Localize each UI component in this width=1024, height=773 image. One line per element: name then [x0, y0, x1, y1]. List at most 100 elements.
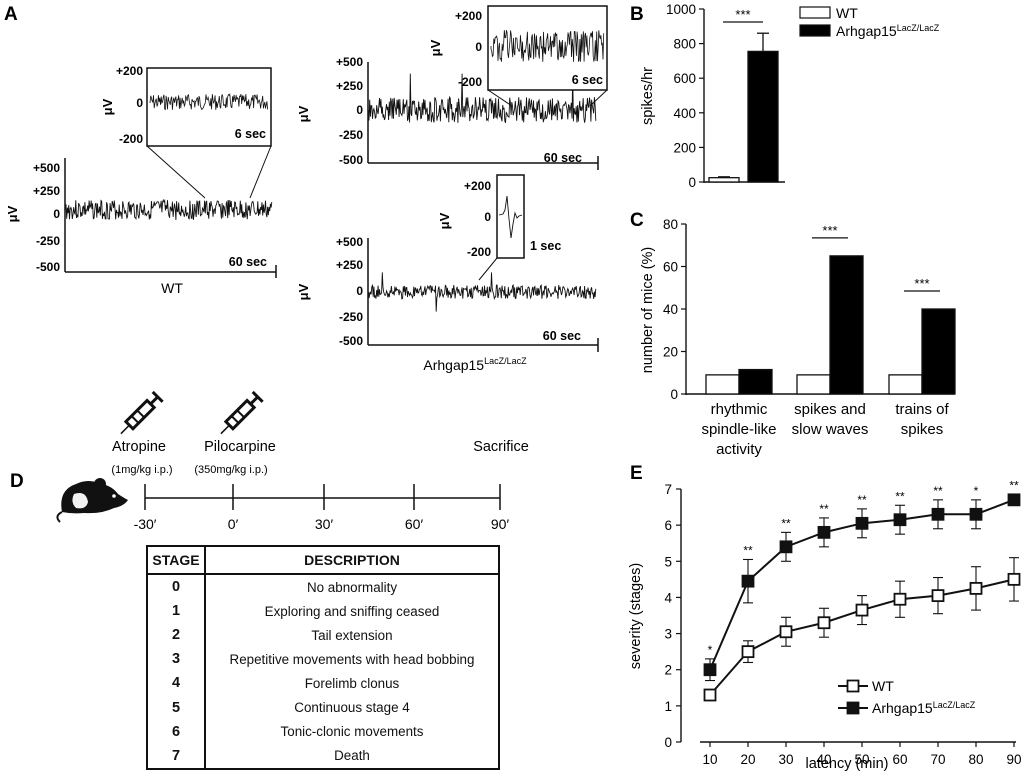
e-x-axis-label: latency (min) [806, 756, 889, 772]
event-atropine-dose: (1mg/kg i.p.) [111, 464, 172, 476]
stage-description: Tonic-clonic movements [280, 724, 424, 740]
ko-bottom-tick-m250: -250 [339, 310, 363, 324]
timeline-tick-label: -30′ [134, 516, 157, 532]
ko-top-tick-p500: +500 [336, 55, 363, 69]
ko-bottom-inset-time: 1 sec [530, 239, 561, 253]
ko-top-inset-time: 6 sec [572, 73, 603, 87]
ko-top-inset-tick-p200: +200 [455, 9, 482, 23]
ko-bottom-tick-m500: -500 [339, 334, 363, 348]
table-row: 5 Continuous stage 4 [148, 695, 498, 720]
stage-description: Continuous stage 4 [294, 700, 410, 716]
ko-bottom-inset-tick-p200: +200 [464, 179, 491, 193]
c-bar [738, 368, 773, 395]
ko-bottom-time-label: 60 sec [543, 329, 581, 343]
ko-group-label: Arhgap15LacZ/LacZ [423, 356, 527, 373]
e-x-tick-label: 40 [816, 752, 831, 767]
ko-bottom-tick-0: 0 [356, 284, 363, 298]
stage-number: 7 [148, 743, 206, 768]
ko-top-unit: μV [296, 105, 311, 122]
b-y-tick-label: 800 [673, 37, 696, 52]
e-data-point [1007, 572, 1021, 586]
wt-inset-time: 6 sec [235, 127, 266, 141]
event-sacrifice: Sacrifice [473, 439, 529, 455]
ko-top-tick-p250: +250 [336, 79, 363, 93]
ko-top-connector-right [589, 89, 608, 107]
c-y-axis-label: number of mice (%) [640, 247, 656, 374]
b-legend-swatch [799, 24, 831, 37]
stage-number: 4 [148, 671, 206, 696]
ko-bottom-inset-box [496, 174, 525, 259]
e-y-tick-label: 7 [664, 482, 672, 497]
eeg-ko-top-trace-panel: +500 +250 0 -250 -500 μV 60 sec +200 0 -… [296, 5, 608, 170]
mouse-icon [56, 478, 128, 523]
b-y-tick-label: 200 [673, 140, 696, 155]
e-x-tick-label: 90 [1006, 752, 1021, 767]
e-legend-label: Arhgap15LacZ/LacZ [872, 700, 976, 716]
e-x-tick-label: 80 [968, 752, 983, 767]
e-data-point [969, 581, 983, 595]
b-y-tick-label: 600 [673, 71, 696, 86]
c-significance-mark: *** [914, 276, 929, 291]
e-data-point [893, 592, 907, 606]
e-significance-mark: ** [933, 484, 943, 498]
e-y-tick-label: 1 [664, 699, 672, 714]
stage-number: 6 [148, 719, 206, 744]
protocol-timeline: Atropine (1mg/kg i.p.) Pilocarpine (350m… [56, 390, 529, 532]
wt-inset-unit: μV [100, 98, 115, 115]
e-data-point [1007, 493, 1021, 507]
wt-inset-connector-right [249, 145, 272, 199]
e-data-point [703, 663, 717, 677]
panel-label-a: A [4, 4, 18, 25]
ko-top-time-label: 60 sec [544, 151, 582, 165]
ko-bottom-tick-p250: +250 [336, 258, 363, 272]
c-x-category-label: slow waves [792, 421, 869, 438]
timeline-tick-label: 0′ [228, 516, 239, 532]
timeline-tick-label: 90′ [491, 516, 510, 532]
c-y-tick-label: 20 [663, 345, 678, 360]
c-x-category-label: trains of [895, 401, 949, 418]
wt-unit-label: μV [5, 205, 20, 222]
e-legend-label: WT [872, 678, 894, 694]
eeg-ko-bottom-trace-panel: +500 +250 0 -250 -500 μV 60 sec +200 0 -… [296, 174, 599, 373]
b-y-tick-label: 400 [673, 106, 696, 121]
c-bar [888, 374, 923, 395]
e-data-point [779, 540, 793, 554]
e-legend-marker [846, 701, 860, 715]
spike-rate-bar-chart: 0 200 400 600 800 1000 spikes/hr *** WT Arhgap15L… [640, 2, 940, 190]
e-x-tick-label: 30 [778, 752, 793, 767]
c-x-category-label: spindle-like [701, 421, 776, 438]
wt-tick-p500: +500 [33, 161, 60, 175]
panel-label-e: E [630, 463, 643, 484]
stage-number: 5 [148, 695, 206, 720]
ko-top-tick-m500: -500 [339, 153, 363, 167]
ko-top-inset-trace [490, 29, 605, 62]
table-row: 3 Repetitive movements with head bobbing [148, 647, 498, 672]
ko-top-tick-m250: -250 [339, 128, 363, 142]
wt-tick-p250: +250 [33, 184, 60, 198]
e-significance-mark: ** [819, 502, 829, 516]
stage-number: 1 [148, 599, 206, 624]
c-bar [921, 308, 956, 395]
wt-tick-m250: -250 [36, 234, 60, 248]
e-x-tick-label: 20 [740, 752, 755, 767]
wt-tick-0: 0 [53, 207, 60, 221]
e-significance-mark: ** [857, 493, 867, 507]
c-x-category-label: rhythmic [711, 401, 768, 418]
c-bar [705, 374, 740, 395]
ko-bottom-inset-tick-m200: -200 [467, 245, 491, 259]
ko-bottom-connector [478, 257, 498, 281]
c-x-category-label: activity [716, 441, 762, 458]
e-y-tick-label: 2 [664, 663, 672, 678]
table-row: 4 Forelimb clonus [148, 671, 498, 696]
e-significance-mark: ** [1009, 478, 1019, 492]
b-significance-mark: *** [735, 7, 750, 22]
syringe-icon-atropine [120, 390, 164, 435]
e-legend-marker [846, 679, 860, 693]
e-data-point [741, 645, 755, 659]
wt-eeg-trace [65, 198, 273, 221]
e-x-tick-label: 70 [930, 752, 945, 767]
ko-top-inset-unit: μV [428, 39, 443, 56]
e-data-point [931, 507, 945, 521]
e-y-tick-label: 0 [664, 735, 672, 750]
b-bar [708, 177, 740, 183]
